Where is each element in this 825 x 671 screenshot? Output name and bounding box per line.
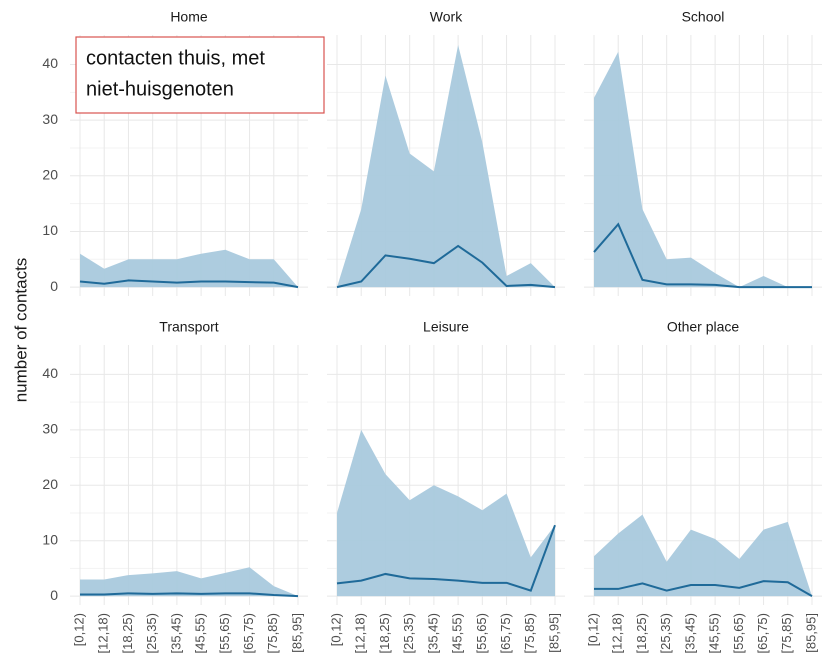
ribbon xyxy=(80,567,298,597)
annotation-line: contacten thuis, met xyxy=(86,47,265,69)
median-line xyxy=(593,222,812,289)
x-tick-label: [35,45) xyxy=(168,613,183,653)
x-tick-label: [85,95] xyxy=(803,613,818,653)
x-tick-label: [45,55) xyxy=(450,613,465,653)
x-tick-label: [55,65) xyxy=(731,613,746,653)
x-tick-label: [35,45) xyxy=(682,613,697,653)
y-axis-label: number of contacts xyxy=(11,258,30,403)
x-tick-label: [25,35) xyxy=(401,613,416,653)
x-tick-label: [45,55) xyxy=(707,613,722,653)
x-tick-label: [65,75) xyxy=(241,613,256,653)
x-tick-label: [12,18) xyxy=(610,613,625,653)
annotation: contacten thuis, met niet-huisgenoten xyxy=(75,36,325,114)
y-tick-label: 10 xyxy=(42,531,58,547)
x-tick-label: [18,25) xyxy=(377,613,392,653)
x-tick-label: [25,35) xyxy=(658,613,673,653)
x-tick-label: [75,85) xyxy=(265,613,280,653)
y-tick-label: 30 xyxy=(42,111,58,127)
median-line xyxy=(336,524,556,592)
y-tick-label: 40 xyxy=(42,365,58,381)
x-tick-label: [85,95] xyxy=(289,613,304,653)
x-tick-label: [75,85) xyxy=(522,613,537,653)
x-tick-label: [0,12) xyxy=(328,613,343,646)
ribbon xyxy=(594,51,812,288)
x-tick-label: [75,85) xyxy=(779,613,794,653)
y-tick-label: 20 xyxy=(42,476,58,492)
x-tick-label: [12,18) xyxy=(96,613,111,653)
ribbon xyxy=(594,514,812,597)
y-tick-label: 10 xyxy=(42,222,58,238)
x-tick-label: [45,55) xyxy=(193,613,208,653)
panel-title: School xyxy=(682,9,725,25)
y-tick-label: 20 xyxy=(42,166,58,182)
x-tick-label: [18,25) xyxy=(634,613,649,653)
panel-title: Work xyxy=(430,9,463,25)
panel-title: Other place xyxy=(667,319,740,335)
ribbon xyxy=(337,429,555,597)
median-line xyxy=(79,279,299,289)
x-tick-label: [85,95] xyxy=(546,613,561,653)
x-tick-label: [25,35) xyxy=(144,613,159,653)
x-tick-label: [35,45) xyxy=(425,613,440,653)
median-line xyxy=(80,592,299,598)
x-tick-label: [12,18) xyxy=(353,613,368,653)
median-line xyxy=(336,244,556,289)
annotation-line: niet-huisgenoten xyxy=(86,78,234,100)
x-tick-label: [65,75) xyxy=(755,613,770,653)
x-tick-label: [65,75) xyxy=(498,613,513,653)
ribbon xyxy=(337,45,555,288)
annotation-box xyxy=(75,36,325,114)
panel-title: Leisure xyxy=(423,319,469,335)
x-tick-label: [0,12) xyxy=(585,613,600,646)
x-tick-label: [55,65) xyxy=(217,613,232,653)
x-tick-label: [55,65) xyxy=(474,613,489,653)
median-line xyxy=(594,580,813,597)
x-tick-label: [18,25) xyxy=(120,613,135,653)
y-tick-label: 0 xyxy=(50,587,58,603)
y-tick-label: 30 xyxy=(42,421,58,437)
y-tick-label: 40 xyxy=(42,55,58,71)
panel-title: Home xyxy=(170,9,208,25)
ribbon xyxy=(80,249,298,288)
x-tick-label: [0,12) xyxy=(71,613,86,646)
panel-title: Transport xyxy=(159,319,219,335)
y-tick-label: 0 xyxy=(50,278,58,294)
